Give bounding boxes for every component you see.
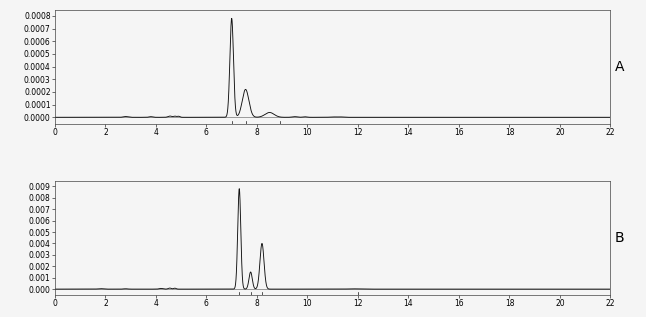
Text: A: A bbox=[615, 60, 625, 74]
Text: B: B bbox=[615, 231, 625, 245]
